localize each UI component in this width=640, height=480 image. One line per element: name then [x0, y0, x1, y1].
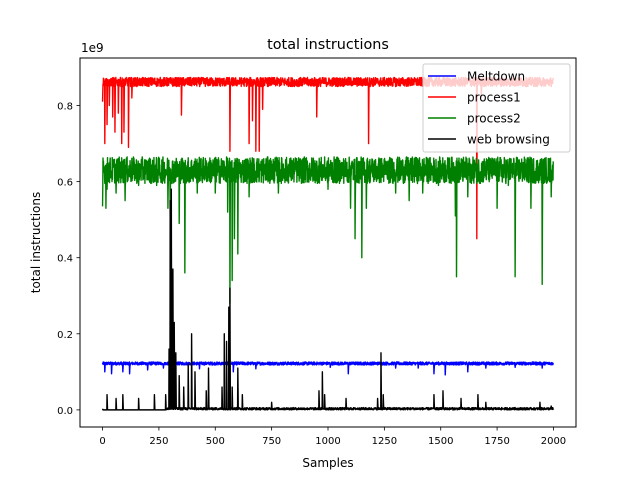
x-tick-label: 1250: [372, 436, 397, 447]
legend-label: process2: [467, 112, 521, 126]
x-tick-label: 1500: [428, 436, 453, 447]
legend-box: [422, 63, 571, 153]
legend: Meltdown process1 process2 web browsing: [422, 63, 571, 153]
y-tick-label: 0.0: [57, 406, 73, 417]
axes: 0 250 500 750 1000 1250 1500 1750 2000 0.0 0.2 0.4 0…: [57, 102, 566, 447]
y-tick-label: 0.4: [57, 254, 73, 265]
legend-label: Meltdown: [467, 70, 525, 84]
chart-title: total instructions: [267, 37, 389, 53]
series-line-meltdown: [101, 361, 554, 376]
legend-label: process1: [467, 91, 521, 105]
x-axis-label: Samples: [302, 456, 353, 470]
x-tick-label: 750: [262, 436, 281, 447]
series-line-process2: [101, 156, 554, 305]
x-tick-label: 0: [99, 436, 105, 447]
y-tick-label: 0.6: [57, 178, 73, 189]
x-tick-label: 500: [206, 436, 225, 447]
x-tick-label: 2000: [541, 436, 566, 447]
series-line-web-browsing: [101, 188, 554, 411]
x-tick-label: 1000: [315, 436, 340, 447]
y-axis-label: total instructions: [29, 192, 43, 294]
y-offset-label: 1e9: [81, 41, 104, 55]
y-tick-label: 0.2: [57, 330, 73, 341]
y-tick-label: 0.8: [57, 102, 73, 113]
legend-label: web browsing: [467, 133, 550, 147]
x-tick-label: 1750: [484, 436, 509, 447]
x-tick-label: 250: [149, 436, 168, 447]
plot-frame: [79, 57, 577, 428]
